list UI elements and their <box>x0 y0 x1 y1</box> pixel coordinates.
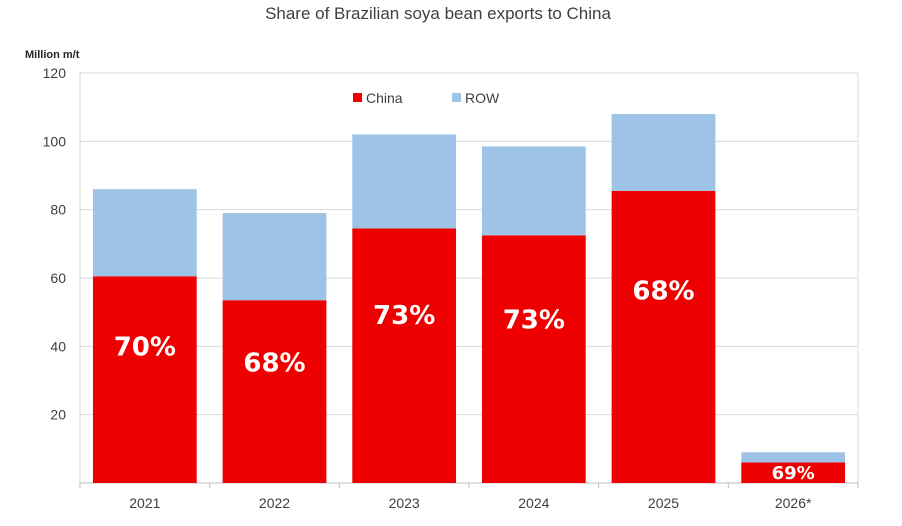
y-tick-label: 40 <box>50 338 66 354</box>
y-tick-label: 60 <box>50 270 66 286</box>
bar-data-label: 70% <box>114 333 176 363</box>
bar-row <box>611 114 716 191</box>
y-tick-label: 20 <box>50 407 66 423</box>
y-axis-ticks: 20 40 60 80 100 120 <box>43 65 67 423</box>
bar-data-label: 68% <box>243 348 305 378</box>
bar-china <box>741 462 846 483</box>
bar-china <box>481 235 586 483</box>
bar-row <box>481 146 586 236</box>
bar-data-label: 69% <box>772 463 815 484</box>
legend-swatch-china <box>353 93 362 102</box>
y-axis-unit-label: Million m/t <box>25 49 80 61</box>
gridlines <box>79 72 859 488</box>
legend-label-china: China <box>366 90 403 106</box>
bar-row <box>352 134 457 229</box>
y-tick-label: 120 <box>43 65 67 81</box>
x-tick-label: 2021 <box>129 495 160 511</box>
y-tick-label: 100 <box>43 133 67 149</box>
bar-data-label: 68% <box>632 276 694 306</box>
bar-china <box>352 228 457 483</box>
bar-china <box>92 276 197 483</box>
x-tick-label: 2023 <box>389 495 420 511</box>
bar-row <box>92 189 197 277</box>
bars <box>92 114 846 483</box>
bar-china <box>611 190 716 483</box>
legend: China ROW <box>353 90 500 106</box>
x-tick-label: 2026* <box>775 495 812 511</box>
data-labels: 70% 68% 73% 73% 68% 69% <box>114 276 815 484</box>
bar-data-label: 73% <box>503 306 565 336</box>
x-tick-label: 2024 <box>518 495 549 511</box>
bar-data-label: 73% <box>373 301 435 331</box>
bar-row <box>741 452 846 463</box>
x-axis-ticks: 2021 2022 2023 2024 2025 2026* <box>129 495 812 511</box>
y-tick-label: 80 <box>50 202 66 218</box>
x-tick-label: 2025 <box>648 495 679 511</box>
bar-row <box>222 213 327 301</box>
legend-swatch-row <box>452 93 461 102</box>
legend-label-row: ROW <box>465 90 500 106</box>
x-tick-label: 2022 <box>259 495 290 511</box>
chart-title: Share of Brazilian soya bean exports to … <box>265 4 611 23</box>
bar-china <box>222 300 327 483</box>
